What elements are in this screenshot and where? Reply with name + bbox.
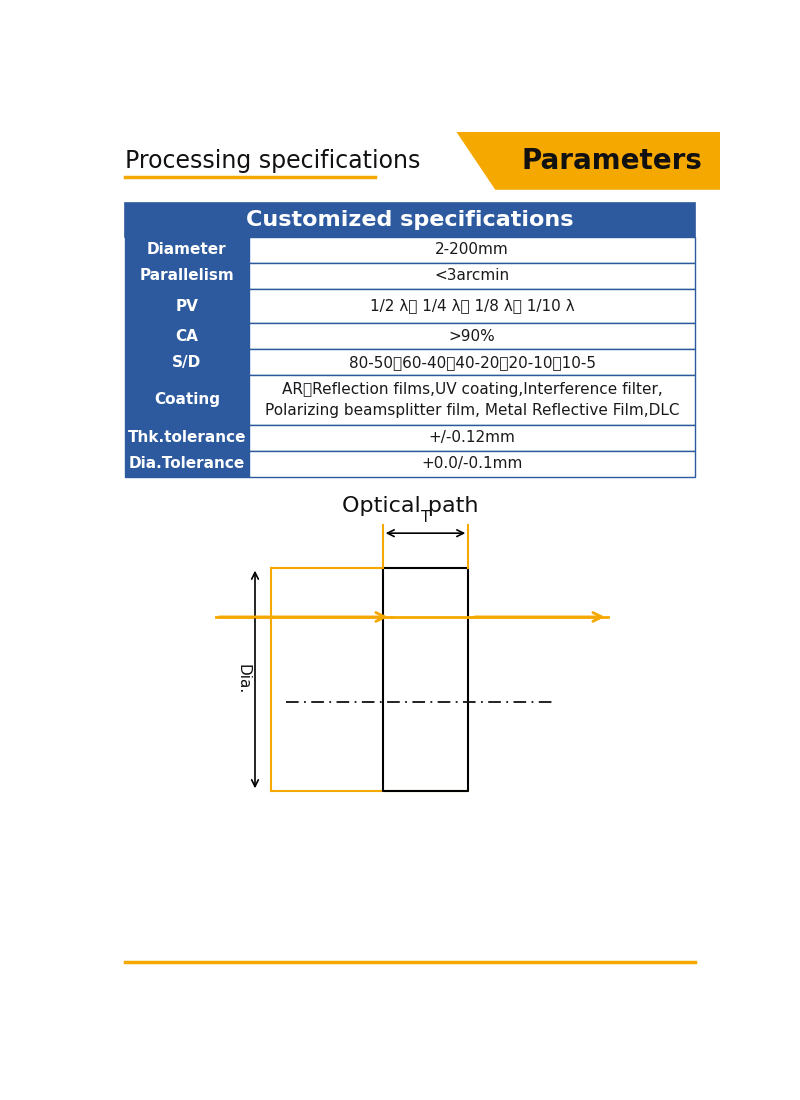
Text: S/D: S/D <box>172 354 202 370</box>
Bar <box>125 375 249 425</box>
Text: Processing specifications: Processing specifications <box>125 150 420 174</box>
Text: Thk.tolerance: Thk.tolerance <box>127 430 246 446</box>
Bar <box>249 236 695 263</box>
Bar <box>249 425 695 451</box>
Text: +0.0/-0.1mm: +0.0/-0.1mm <box>422 456 522 472</box>
Bar <box>249 323 695 349</box>
Text: Dia.: Dia. <box>235 664 250 694</box>
Text: Parallelism: Parallelism <box>139 268 234 284</box>
Text: <3arcmin: <3arcmin <box>434 268 510 284</box>
Text: 80-50、60-40、40-20、20-10、10-5: 80-50、60-40、40-20、20-10、10-5 <box>349 354 595 370</box>
Bar <box>249 349 695 375</box>
Text: Dia.Tolerance: Dia.Tolerance <box>129 456 245 472</box>
Text: Optical path: Optical path <box>342 496 478 516</box>
Text: Diameter: Diameter <box>147 242 226 257</box>
Bar <box>125 263 249 289</box>
Bar <box>249 289 695 323</box>
Bar <box>125 202 695 236</box>
Bar <box>125 349 249 375</box>
Bar <box>249 451 695 477</box>
Text: +/-0.12mm: +/-0.12mm <box>429 430 515 446</box>
Bar <box>125 323 249 349</box>
Bar <box>125 425 249 451</box>
Text: Customized specifications: Customized specifications <box>246 210 574 230</box>
Text: >90%: >90% <box>449 329 495 343</box>
Text: Coating: Coating <box>154 393 220 407</box>
Text: AR、Reflection films,UV coating,Interference filter,
Polarizing beamsplitter film: AR、Reflection films,UV coating,Interfere… <box>265 382 679 418</box>
Bar <box>249 263 695 289</box>
Bar <box>125 236 249 263</box>
Text: Parameters: Parameters <box>521 147 702 175</box>
Text: T: T <box>421 510 430 526</box>
Bar <box>125 289 249 323</box>
Text: 2-200mm: 2-200mm <box>435 242 509 257</box>
Text: CA: CA <box>175 329 198 343</box>
Text: 1/2 λ、 1/4 λ、 1/8 λ、 1/10 λ: 1/2 λ、 1/4 λ、 1/8 λ、 1/10 λ <box>370 298 574 314</box>
Polygon shape <box>457 132 720 189</box>
Bar <box>249 375 695 425</box>
Text: PV: PV <box>175 298 198 314</box>
Bar <box>125 451 249 477</box>
